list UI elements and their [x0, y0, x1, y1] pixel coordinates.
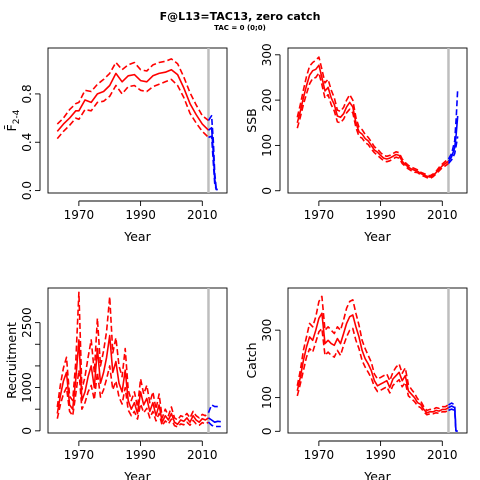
fbar-y-tick-label: 0.8 [20, 84, 34, 103]
recruitment-series-historic-dashed-2 [56, 365, 209, 428]
fbar-series-projection-dashed-5 [208, 135, 218, 191]
ssb-series-projection-dashed-5 [447, 136, 459, 165]
recruitment-series-historic-dashed-1 [56, 291, 210, 421]
figure-subtitle: TAC = 0 (0;0) [214, 24, 266, 32]
recruitment-y-axis-label: Recruitment [4, 322, 19, 399]
ssb-x-tick-label: 2010 [427, 208, 458, 222]
fbar-series-historic-dashed-2 [56, 78, 210, 140]
ssb-series-projection-solid-3 [447, 115, 459, 162]
ssb-series-historic-dashed-2 [296, 72, 449, 180]
figure-title: F@L13=TAC13, zero catch [160, 10, 321, 23]
fbar-x-tick-label: 1990 [125, 208, 156, 222]
fbar-x-axis-label: Year [123, 229, 151, 244]
ssb-x-axis-label: Year [363, 229, 391, 244]
catch-y-tick-label: 0 [260, 427, 274, 435]
ssb-y-axis-label: SSB [244, 108, 259, 132]
fbar-series-historic-dashed-1 [56, 58, 209, 125]
fbar-series-group [56, 58, 218, 191]
catch-series-group [296, 295, 459, 433]
ssb-plot-frame [287, 47, 468, 194]
panels: 1970 1990 2010 Year 0.0 0.4 0.8 F̄2-4 1970 1990 20… [4, 43, 468, 480]
recruitment-y-tick-label: 2500 [20, 307, 34, 338]
recruitment-x-tick-label: 1990 [125, 448, 156, 462]
catch-y-tick-label: 100 [260, 386, 274, 409]
fbar-series-historic-solid-0 [56, 68, 210, 132]
recruitment-x-tick-label: 2010 [187, 448, 218, 462]
catch-x-tick-label: 2010 [427, 448, 458, 462]
recruitment-series-historic-solid-0 [56, 334, 209, 426]
recruitment-x-axis-label: Year [123, 469, 151, 480]
ssb-panel: 1970 1990 2010 Year 0 100 200 300 SSB [244, 43, 468, 244]
fbar-plot-frame [47, 47, 228, 194]
recruitment-series-group [56, 291, 221, 428]
catch-series-historic-solid-0 [296, 312, 449, 414]
catch-x-tick-label: 1990 [365, 448, 396, 462]
recruitment-y-tick-label: 0 [20, 427, 34, 435]
recruitment-y-tick-label: 1000 [20, 372, 34, 403]
catch-x-tick-label: 1970 [304, 448, 335, 462]
ssb-y-tick-label: 200 [260, 89, 274, 112]
catch-plot-frame [287, 287, 468, 434]
catch-series-historic-dashed-2 [296, 327, 449, 416]
catch-series-projection-dashed-4 [448, 402, 459, 432]
ssb-y-tick-label: 300 [260, 43, 274, 66]
fbar-panel: 1970 1990 2010 Year 0.0 0.4 0.8 F̄2-4 [4, 47, 228, 244]
ssb-x-tick-label: 1970 [304, 208, 335, 222]
recruitment-series-projection-dashed-5 [207, 421, 221, 428]
catch-x-axis-label: Year [363, 469, 391, 480]
fbar-y-tick-label: 0.0 [20, 181, 34, 200]
recruitment-series-projection-dashed-4 [207, 404, 221, 413]
fbar-y-tick-label: 0.4 [20, 133, 34, 152]
ssb-series-historic-solid-0 [296, 64, 449, 178]
catch-series-historic-dashed-1 [296, 295, 449, 412]
ssb-series-group [296, 56, 459, 180]
ssb-series-historic-dashed-1 [296, 56, 449, 177]
recruitment-x-tick-label: 1970 [64, 448, 95, 462]
fbar-x-tick-label: 1970 [64, 208, 95, 222]
ssb-series-projection-dashed-4 [447, 88, 459, 160]
ssb-x-tick-label: 1990 [365, 208, 396, 222]
fbar-y-axis-label: F̄2-4 [4, 109, 22, 131]
catch-y-axis-label: Catch [244, 342, 259, 378]
recruitment-series-projection-solid-3 [208, 417, 221, 424]
fbar-x-tick-label: 2010 [187, 208, 218, 222]
ssb-y-tick-label: 0 [260, 187, 274, 195]
catch-series-projection-dashed-5 [448, 408, 458, 433]
fbar-y-axis-label-subscript: 2-4 [12, 109, 22, 124]
catch-y-tick-label: 300 [260, 319, 274, 342]
recruitment-plot-frame [47, 287, 228, 434]
ssb-y-tick-label: 100 [260, 134, 274, 157]
fbar-series-projection-dashed-4 [207, 114, 218, 189]
